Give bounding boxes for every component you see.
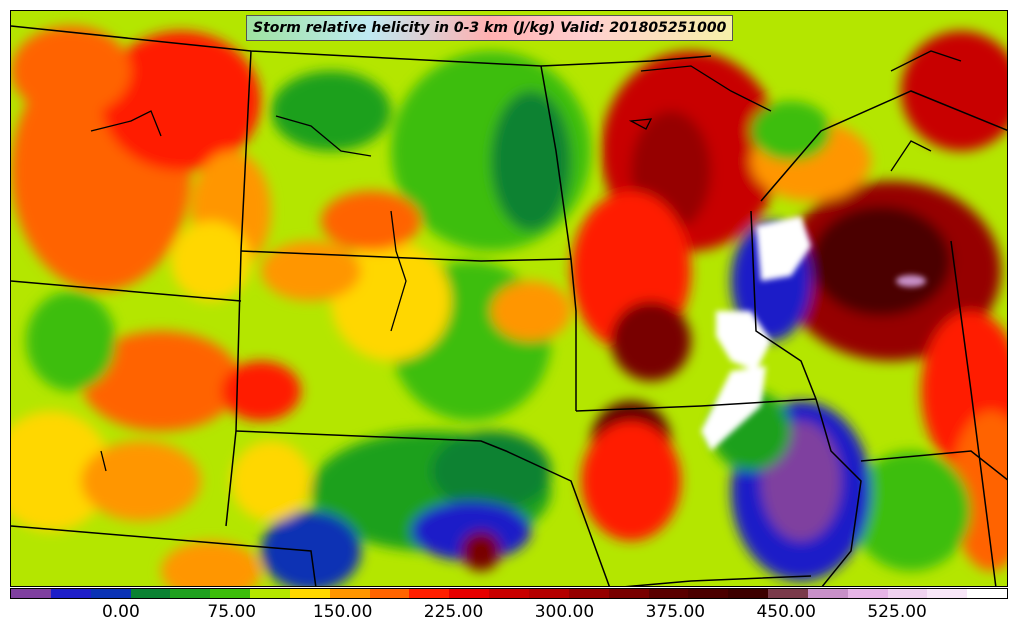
map-panel xyxy=(10,10,1008,587)
colorbar-segment xyxy=(170,589,211,598)
colorbar-tick-labels: 0.00 75.00 150.00 225.00 300.00 375.00 450.00 5… xyxy=(0,600,1018,630)
colorbar-segment xyxy=(847,589,888,598)
colorbar-segment xyxy=(250,589,290,598)
colorbar-segment xyxy=(289,589,330,598)
colorbar-segment xyxy=(50,589,91,598)
colorbar-segment xyxy=(807,589,848,598)
colorbar-segment xyxy=(369,589,410,598)
high-helicity-cores xyxy=(701,216,926,451)
colorbar-segment xyxy=(648,589,689,598)
state-borders xyxy=(11,25,1007,586)
colorbar-segment xyxy=(210,589,251,598)
colorbar-segment xyxy=(329,589,370,598)
colorbar-segment xyxy=(688,589,729,598)
colorbar-segment xyxy=(728,589,769,598)
colorbar-segment xyxy=(887,589,928,598)
colorbar xyxy=(10,588,1008,599)
colorbar-segment xyxy=(967,589,1008,598)
colorbar-tick-label: 300.00 xyxy=(534,602,595,622)
colorbar-segment xyxy=(528,589,569,598)
colorbar-tick-label: 525.00 xyxy=(867,602,927,622)
colorbar-tick-label: 225.00 xyxy=(423,602,484,622)
colorbar-segment xyxy=(768,589,808,598)
colorbar-segment xyxy=(11,589,51,598)
colorbar-segment xyxy=(489,589,529,598)
colorbar-segment xyxy=(130,589,171,598)
colorbar-segment xyxy=(409,589,450,598)
rivers-lakes xyxy=(90,50,962,472)
colorbar-segment xyxy=(90,589,131,598)
colorbar-segment xyxy=(927,589,968,598)
colorbar-tick-label: 75.00 xyxy=(207,602,257,622)
colorbar-tick-label: 450.00 xyxy=(756,602,816,622)
colorbar-segment xyxy=(608,589,649,598)
helicity-field xyxy=(11,26,1007,586)
colorbar-segment xyxy=(568,589,609,598)
map-title: Storm relative helicity in 0-3 km (J/kg)… xyxy=(246,15,734,41)
colorbar-segment xyxy=(449,589,490,598)
helicity-map xyxy=(11,11,1007,586)
colorbar-tick-label: 0.00 xyxy=(101,602,140,622)
colorbar-tick-label: 150.00 xyxy=(312,602,373,622)
colorbar-tick-label: 375.00 xyxy=(645,602,706,622)
